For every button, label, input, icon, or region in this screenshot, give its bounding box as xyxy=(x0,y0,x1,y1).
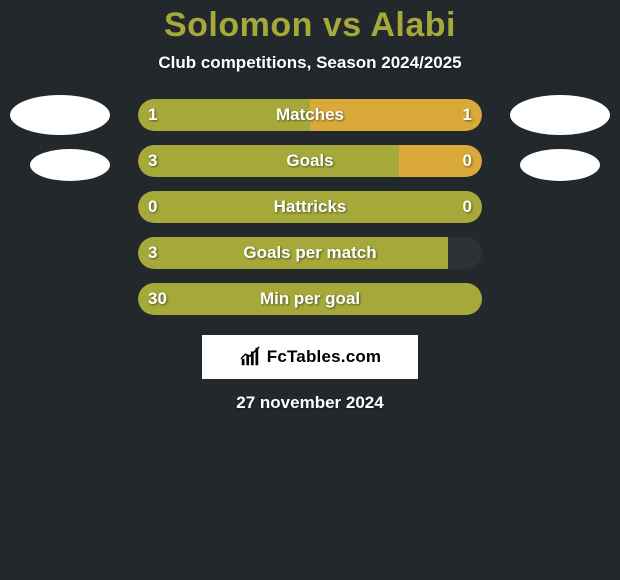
chart-icon xyxy=(239,346,261,368)
page-subtitle: Club competitions, Season 2024/2025 xyxy=(158,53,461,73)
stat-row: 3 Goals per match xyxy=(0,237,620,269)
stat-right-value: 0 xyxy=(412,191,472,223)
stat-row: 30 Min per goal xyxy=(0,283,620,315)
stat-rows: 1 Matches 1 3 Goals 0 0 Hattricks xyxy=(0,99,620,315)
stat-right-value: 1 xyxy=(412,99,472,131)
content: Solomon vs Alabi Club competitions, Seas… xyxy=(0,0,620,580)
stat-row: 3 Goals 0 xyxy=(0,145,620,177)
stat-right-value xyxy=(412,283,472,315)
stat-row: 0 Hattricks 0 xyxy=(0,191,620,223)
source-badge: FcTables.com xyxy=(202,335,418,379)
player-right-avatar xyxy=(520,149,600,181)
page-title: Solomon vs Alabi xyxy=(164,6,456,45)
stat-right-value: 0 xyxy=(412,145,472,177)
stat-right-value xyxy=(412,237,472,269)
stat-row: 1 Matches 1 xyxy=(0,99,620,131)
date-label: 27 november 2024 xyxy=(236,393,383,413)
player-left-avatar xyxy=(10,95,110,135)
player-left-avatar xyxy=(30,149,110,181)
source-badge-text: FcTables.com xyxy=(267,347,382,367)
player-right-avatar xyxy=(510,95,610,135)
